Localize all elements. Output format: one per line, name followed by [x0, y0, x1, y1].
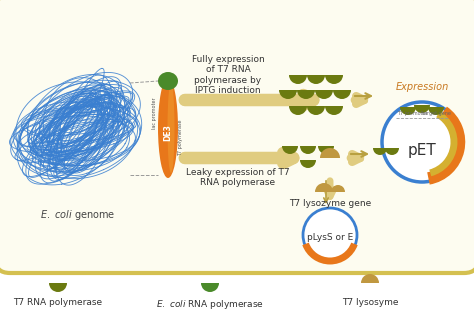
Text: T7 RNA polymerase: T7 RNA polymerase — [13, 298, 102, 307]
FancyBboxPatch shape — [0, 0, 474, 273]
FancyBboxPatch shape — [378, 148, 382, 152]
FancyBboxPatch shape — [314, 75, 318, 80]
FancyBboxPatch shape — [324, 146, 328, 151]
Wedge shape — [318, 146, 334, 154]
Wedge shape — [414, 105, 430, 113]
Text: T7 polymerase: T7 polymerase — [179, 120, 183, 156]
Wedge shape — [300, 160, 316, 168]
FancyBboxPatch shape — [304, 90, 308, 95]
Wedge shape — [331, 185, 345, 192]
Ellipse shape — [158, 78, 178, 178]
Wedge shape — [307, 75, 325, 84]
Wedge shape — [315, 183, 333, 192]
Wedge shape — [385, 148, 399, 155]
FancyBboxPatch shape — [296, 75, 300, 80]
Wedge shape — [315, 90, 333, 99]
FancyBboxPatch shape — [314, 106, 318, 111]
Wedge shape — [49, 283, 67, 292]
FancyBboxPatch shape — [332, 75, 336, 80]
Circle shape — [382, 102, 462, 182]
FancyBboxPatch shape — [306, 146, 310, 151]
Wedge shape — [320, 148, 340, 158]
Wedge shape — [325, 106, 343, 115]
Wedge shape — [361, 274, 379, 283]
Text: T7 lysozyme gene: T7 lysozyme gene — [289, 199, 371, 208]
FancyBboxPatch shape — [434, 107, 438, 111]
Text: T7 promoter: T7 promoter — [397, 111, 428, 116]
Circle shape — [303, 208, 357, 262]
Wedge shape — [307, 106, 325, 115]
Wedge shape — [297, 90, 315, 99]
FancyBboxPatch shape — [420, 105, 424, 109]
Wedge shape — [300, 146, 316, 154]
Text: Fully expression
of T7 RNA
polymerase by
IPTG induction: Fully expression of T7 RNA polymerase by… — [191, 55, 264, 95]
Wedge shape — [325, 75, 343, 84]
FancyBboxPatch shape — [306, 160, 310, 164]
FancyBboxPatch shape — [208, 283, 212, 288]
FancyBboxPatch shape — [332, 106, 336, 111]
FancyBboxPatch shape — [391, 148, 393, 152]
Wedge shape — [279, 90, 297, 99]
Text: Leaky expression of T7
RNA polymerase: Leaky expression of T7 RNA polymerase — [186, 168, 290, 187]
FancyBboxPatch shape — [56, 283, 60, 288]
Text: pET: pET — [408, 143, 437, 158]
Wedge shape — [289, 75, 307, 84]
Text: Expression: Expression — [395, 82, 448, 92]
Wedge shape — [289, 106, 307, 115]
FancyBboxPatch shape — [296, 106, 300, 111]
Wedge shape — [201, 283, 219, 292]
Wedge shape — [428, 107, 444, 115]
Text: lac promoter: lac promoter — [153, 97, 157, 129]
Ellipse shape — [158, 72, 178, 90]
Text: $\it{E.\ coli}$ RNA polymerase: $\it{E.\ coli}$ RNA polymerase — [156, 298, 264, 311]
Wedge shape — [373, 148, 387, 155]
FancyBboxPatch shape — [340, 90, 344, 95]
FancyBboxPatch shape — [406, 107, 410, 111]
Text: pLysS or E: pLysS or E — [307, 232, 353, 241]
Wedge shape — [400, 107, 416, 115]
Wedge shape — [282, 146, 298, 154]
Text: $\it{E.\ coli}$ genome: $\it{E.\ coli}$ genome — [40, 208, 116, 222]
Wedge shape — [333, 90, 351, 99]
Text: T7 lysosyme: T7 lysosyme — [342, 298, 398, 307]
Text: DE3: DE3 — [164, 125, 173, 142]
Ellipse shape — [167, 83, 174, 173]
FancyBboxPatch shape — [286, 90, 290, 95]
Text: target gene: target gene — [421, 111, 450, 116]
FancyBboxPatch shape — [288, 146, 292, 151]
FancyBboxPatch shape — [322, 90, 326, 95]
